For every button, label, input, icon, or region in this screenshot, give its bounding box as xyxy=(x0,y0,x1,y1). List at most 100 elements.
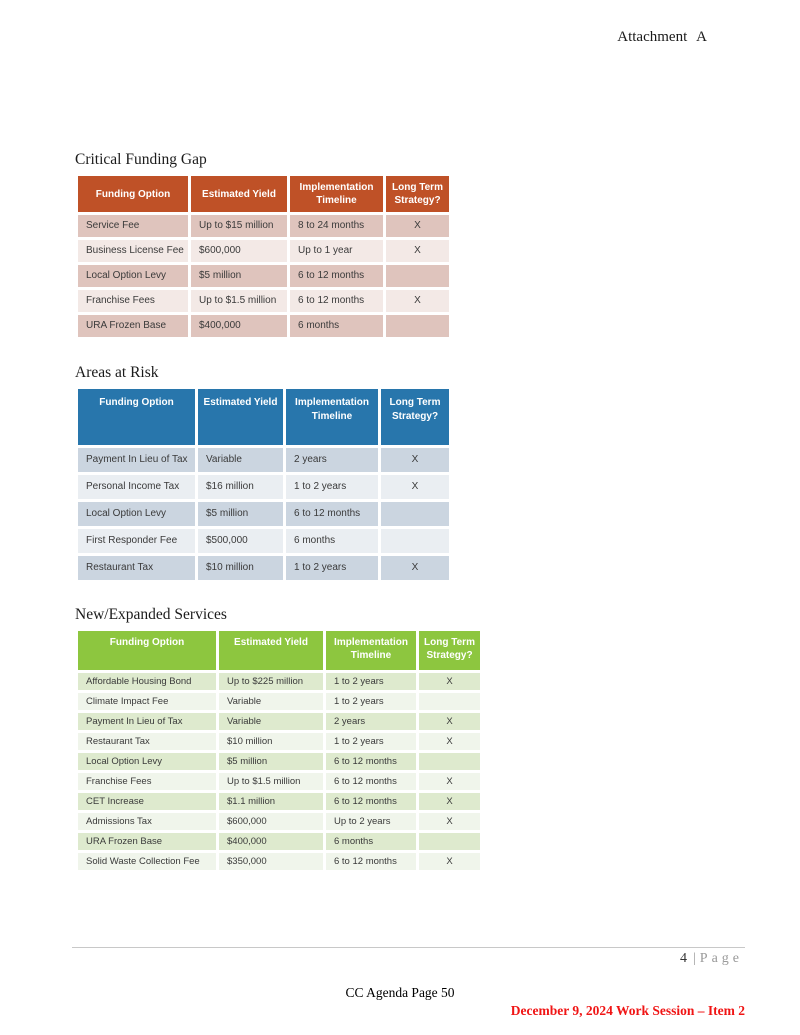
table-row: Franchise Fees Up to $1.5 million 6 to 12 … xyxy=(78,773,480,790)
table-cell: Franchise Fees xyxy=(78,290,188,312)
column-header: Estimated Yield xyxy=(198,389,283,445)
column-header: Funding Option xyxy=(78,389,195,445)
table-cell: 6 to 12 months xyxy=(326,773,416,790)
table-row: Climate Impact Fee Variable 1 to 2 years xyxy=(78,693,480,710)
table-cell: Up to $15 million xyxy=(191,215,287,237)
table-cell: 2 years xyxy=(326,713,416,730)
table-cell: $600,000 xyxy=(219,813,323,830)
long-term-strategy-cell xyxy=(381,529,449,553)
table-cell: Personal Income Tax xyxy=(78,475,195,499)
long-term-strategy-cell: X xyxy=(419,733,480,750)
long-term-strategy-cell xyxy=(419,693,480,710)
table-cell: $16 million xyxy=(198,475,283,499)
table-cell: Local Option Levy xyxy=(78,265,188,287)
long-term-strategy-cell: X xyxy=(419,713,480,730)
table-row: Personal Income Tax $16 million 1 to 2 yea… xyxy=(78,475,449,499)
section-critical-funding-gap: Critical Funding Gap Funding Option Estim… xyxy=(75,150,452,340)
table-cell: $400,000 xyxy=(191,315,287,337)
table-cell: 1 to 2 years xyxy=(286,556,378,580)
table-row: First Responder Fee $500,000 6 months xyxy=(78,529,449,553)
table-cell: 8 to 24 months xyxy=(290,215,383,237)
table-row: URA Frozen Base $400,000 6 months xyxy=(78,315,449,337)
table-cell: $400,000 xyxy=(219,833,323,850)
section-title: Critical Funding Gap xyxy=(75,151,207,168)
column-header: Funding Option xyxy=(78,176,188,212)
table-cell: $10 million xyxy=(198,556,283,580)
table-row: Payment In Lieu of Tax Variable 2 years X xyxy=(78,713,480,730)
table-cell: Service Fee xyxy=(78,215,188,237)
table-cell: 6 to 12 months xyxy=(326,753,416,770)
column-header: Implementation Timeline xyxy=(326,631,416,670)
column-header: Estimated Yield xyxy=(191,176,287,212)
table-cell: Restaurant Tax xyxy=(78,556,195,580)
column-header: Implementation Timeline xyxy=(286,389,378,445)
page-number-label: 4 | Page xyxy=(680,951,743,967)
work-session-label: December 9, 2024 Work Session – Item 2 xyxy=(510,1003,745,1018)
attachment-label: Attachment A xyxy=(617,29,707,45)
table-cell: $5 million xyxy=(219,753,323,770)
long-term-strategy-cell: X xyxy=(386,215,449,237)
long-term-strategy-cell: X xyxy=(386,240,449,262)
table-cell: 6 to 12 months xyxy=(290,290,383,312)
table-cell: Up to $1.5 million xyxy=(219,773,323,790)
table-row: Affordable Housing Bond Up to $225 millio… xyxy=(78,673,480,690)
table-cell: Up to $225 million xyxy=(219,673,323,690)
table-cell: 6 to 12 months xyxy=(286,502,378,526)
table-cell: $5 million xyxy=(191,265,287,287)
table-row: CET Increase $1.1 million 6 to 12 months X xyxy=(78,793,480,810)
table-row: Franchise Fees Up to $1.5 million 6 to 12 … xyxy=(78,290,449,312)
column-header: Long Term Strategy? xyxy=(381,389,449,445)
long-term-strategy-cell: X xyxy=(419,813,480,830)
agenda-page-label: CC Agenda Page 50 xyxy=(345,985,455,1000)
table-cell: 6 months xyxy=(326,833,416,850)
table-row: Local Option Levy $5 million 6 to 12 month… xyxy=(78,265,449,287)
critical-funding-gap-table: Funding Option Estimated Yield Implementat… xyxy=(75,173,452,340)
section-new-expanded-services: New/Expanded Services Funding Option Esti… xyxy=(75,605,483,873)
table-cell: Climate Impact Fee xyxy=(78,693,216,710)
table-cell: Local Option Levy xyxy=(78,502,195,526)
long-term-strategy-cell: X xyxy=(419,673,480,690)
page-word: Page xyxy=(699,951,743,966)
table-cell: 1 to 2 years xyxy=(326,673,416,690)
long-term-strategy-cell: X xyxy=(381,448,449,472)
table-cell: $600,000 xyxy=(191,240,287,262)
table-cell: Up to $1.5 million xyxy=(191,290,287,312)
table-cell: Up to 1 year xyxy=(290,240,383,262)
header-row: Funding Option Estimated Yield Implementat… xyxy=(78,176,449,212)
long-term-strategy-cell xyxy=(386,315,449,337)
table-cell: Affordable Housing Bond xyxy=(78,673,216,690)
table-row: Admissions Tax $600,000 Up to 2 years X xyxy=(78,813,480,830)
table-cell: CET Increase xyxy=(78,793,216,810)
long-term-strategy-cell: X xyxy=(419,793,480,810)
footer-divider xyxy=(72,947,745,948)
table-row: Payment In Lieu of Tax Variable 2 years X xyxy=(78,448,449,472)
long-term-strategy-cell xyxy=(419,833,480,850)
table-cell: Local Option Levy xyxy=(78,753,216,770)
table-cell: Payment In Lieu of Tax xyxy=(78,448,195,472)
table-row: URA Frozen Base $400,000 6 months xyxy=(78,833,480,850)
table-cell: 6 months xyxy=(290,315,383,337)
section-title: Areas at Risk xyxy=(75,364,159,381)
column-header: Estimated Yield xyxy=(219,631,323,670)
table-row: Solid Waste Collection Fee $350,000 6 to 1… xyxy=(78,853,480,870)
table-cell: $5 million xyxy=(198,502,283,526)
long-term-strategy-cell xyxy=(419,753,480,770)
page-number: 4 xyxy=(679,951,687,966)
table-row: Restaurant Tax $10 million 1 to 2 years X xyxy=(78,556,449,580)
table-cell: 2 years xyxy=(286,448,378,472)
long-term-strategy-cell: X xyxy=(381,475,449,499)
long-term-strategy-cell: X xyxy=(419,853,480,870)
long-term-strategy-cell xyxy=(386,265,449,287)
table-cell: 6 months xyxy=(286,529,378,553)
table-cell: Restaurant Tax xyxy=(78,733,216,750)
header-row: Funding Option Estimated Yield Implementat… xyxy=(78,631,480,670)
column-header: Funding Option xyxy=(78,631,216,670)
column-header: Implementation Timeline xyxy=(290,176,383,212)
table-cell: $1.1 million xyxy=(219,793,323,810)
table-cell: 6 to 12 months xyxy=(326,853,416,870)
table-cell: URA Frozen Base xyxy=(78,315,188,337)
table-cell: 1 to 2 years xyxy=(326,693,416,710)
table-cell: 1 to 2 years xyxy=(326,733,416,750)
table-cell: $500,000 xyxy=(198,529,283,553)
